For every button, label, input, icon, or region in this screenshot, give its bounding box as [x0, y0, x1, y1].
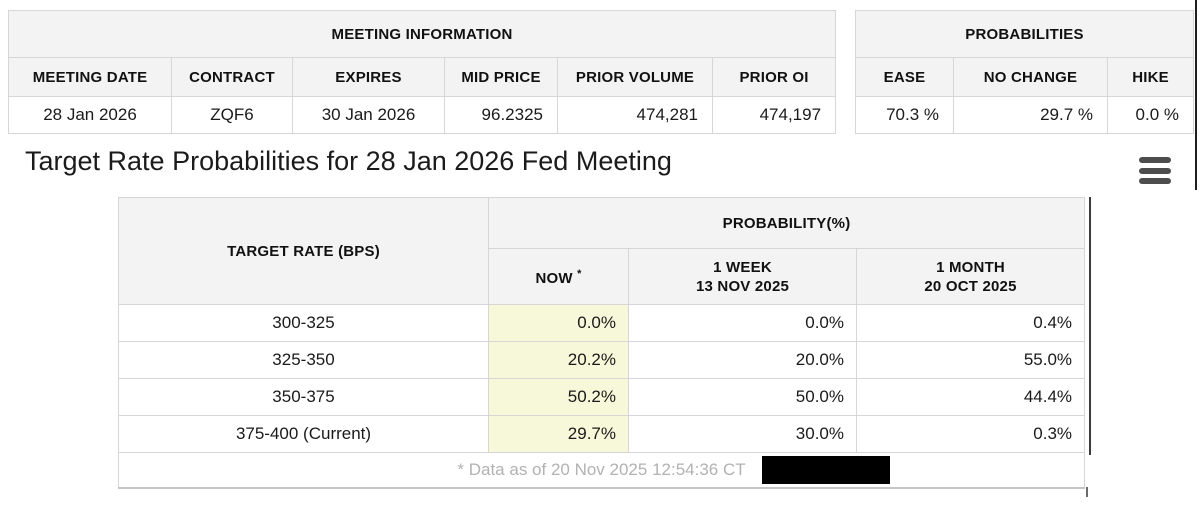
- probabilities-title: PROBABILITIES: [854, 10, 1195, 58]
- col-header-now: NOW *: [488, 248, 629, 305]
- week-prob-cell: 30.0%: [628, 415, 857, 453]
- target-rate-bps-header: TARGET RATE (BPS): [118, 197, 489, 305]
- probability-pct-header: PROBABILITY(%): [487, 197, 1086, 249]
- target-rate-cell: 300-325: [118, 304, 489, 342]
- col-header-ease: EASE: [855, 57, 954, 97]
- now-prob-cell: 50.2%: [488, 378, 629, 416]
- col-header-no-change: NO CHANGE: [953, 57, 1108, 97]
- hike-value: 0.0 %: [1106, 96, 1195, 134]
- probabilities-title-row: PROBABILITIES: [854, 10, 1195, 58]
- group-header-row: TARGET RATE (BPS) PROBABILITY(%): [118, 197, 1086, 305]
- target-rate-cell: 325-350: [118, 341, 489, 379]
- hamburger-menu-icon[interactable]: [1139, 157, 1171, 184]
- month-prob-cell: 55.0%: [855, 341, 1086, 379]
- meeting-information-header-row: MEETING DATE CONTRACT EXPIRES MID PRICE …: [8, 57, 837, 97]
- sub-header-row: NOW * 1 WEEK 13 NOV 2025 1 MONTH 20 OCT 20…: [119, 248, 1086, 305]
- table-row: 325-350 20.2% 20.0% 55.0%: [118, 341, 1086, 379]
- hamburger-bar: [1139, 178, 1171, 184]
- col-header-meeting-date: MEETING DATE: [8, 57, 172, 97]
- hamburger-bar: [1139, 157, 1171, 163]
- page-title: Target Rate Probabilities for 28 Jan 202…: [25, 146, 672, 176]
- table-row: 375-400 (Current) 29.7% 30.0% 0.3%: [118, 415, 1086, 453]
- col-header-1-month: 1 MONTH 20 OCT 2025: [855, 248, 1086, 305]
- now-prob-cell: 20.2%: [488, 341, 629, 379]
- no-change-value: 29.7 %: [953, 96, 1108, 134]
- now-prob-cell: 29.7%: [488, 415, 629, 453]
- target-rate-probabilities-table: TARGET RATE (BPS) PROBABILITY(%) NOW * 1…: [117, 197, 1086, 489]
- table-row: 300-325 0.0% 0.0% 0.4%: [118, 304, 1086, 342]
- ease-value: 70.3 %: [855, 96, 954, 134]
- contract-value: ZQF6: [171, 96, 293, 134]
- redaction-box: [762, 456, 891, 484]
- col-header-expires: EXPIRES: [292, 57, 445, 97]
- mid-price-value: 96.2325: [444, 96, 558, 134]
- target-rate-cell: 350-375: [118, 378, 489, 416]
- col-header-prior-volume: PRIOR VOLUME: [557, 57, 713, 97]
- now-prob-cell: 0.0%: [488, 304, 629, 342]
- probabilities-data-row: 70.3 % 29.7 % 0.0 %: [855, 96, 1195, 134]
- week-prob-cell: 50.0%: [628, 378, 857, 416]
- table-row: 350-375 50.2% 50.0% 44.4%: [118, 378, 1086, 416]
- prior-volume-value: 474,281: [557, 96, 713, 134]
- vertical-scrollbar[interactable]: [1089, 197, 1091, 455]
- footnote-cell: * Data as of 20 Nov 2025 12:54:36 CT: [117, 452, 1086, 488]
- col-header-prior-oi: PRIOR OI: [711, 57, 837, 97]
- week-prob-cell: 20.0%: [628, 341, 857, 379]
- month-prob-cell: 44.4%: [855, 378, 1086, 416]
- target-rate-cell: 375-400 (Current): [118, 415, 489, 453]
- meeting-information-title: MEETING INFORMATION: [7, 10, 837, 58]
- month-prob-cell: 0.4%: [855, 304, 1086, 342]
- meeting-information-data-row: 28 Jan 2026 ZQF6 30 Jan 2026 96.2325 474…: [8, 96, 837, 134]
- col-header-contract: CONTRACT: [171, 57, 293, 97]
- window-edge-line: [1195, 0, 1197, 190]
- target-rate-table-container: TARGET RATE (BPS) PROBABILITY(%) NOW * 1…: [117, 197, 1086, 489]
- month-prob-cell: 0.3%: [855, 415, 1086, 453]
- expires-value: 30 Jan 2026: [292, 96, 445, 134]
- col-header-hike: HIKE: [1106, 57, 1195, 97]
- meeting-date-value: 28 Jan 2026: [8, 96, 172, 134]
- hamburger-bar: [1139, 167, 1171, 174]
- prior-oi-value: 474,197: [711, 96, 837, 134]
- footnote-row: * Data as of 20 Nov 2025 12:54:36 CT: [117, 452, 1086, 488]
- probabilities-header-row: EASE NO CHANGE HIKE: [855, 57, 1195, 97]
- col-header-1-week: 1 WEEK 13 NOV 2025: [628, 248, 857, 305]
- footnote-asterisk: *: [577, 268, 582, 280]
- meeting-information-title-row: MEETING INFORMATION: [7, 10, 837, 58]
- week-prob-cell: 0.0%: [628, 304, 857, 342]
- data-as-of-footnote: * Data as of 20 Nov 2025 12:54:36 CT: [457, 459, 746, 479]
- probabilities-table: PROBABILITIES EASE NO CHANGE HIKE 70.3 %…: [854, 10, 1195, 134]
- col-header-mid-price: MID PRICE: [444, 57, 558, 97]
- scrollbar-end-tick: [1086, 487, 1088, 497]
- meeting-information-table: MEETING INFORMATION MEETING DATE CONTRAC…: [7, 10, 837, 134]
